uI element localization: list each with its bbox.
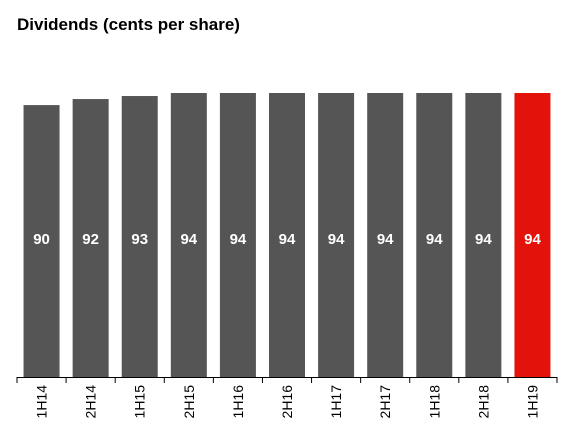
bar-2h18 xyxy=(465,93,502,377)
x-tick-label-1h17: 1H17 xyxy=(328,385,344,419)
bar-2h16 xyxy=(269,93,305,377)
bar-2h17 xyxy=(367,93,404,377)
data-label-1h17: 94 xyxy=(328,231,345,248)
x-tick-label-2h16: 2H16 xyxy=(279,385,295,419)
data-label-2h18: 94 xyxy=(475,231,492,248)
data-label-1h16: 94 xyxy=(230,231,247,248)
data-label-2h17: 94 xyxy=(377,231,394,248)
x-tick-label-2h15: 2H15 xyxy=(181,385,197,419)
bar-1h18 xyxy=(416,93,453,377)
bar-1h14 xyxy=(23,105,60,377)
x-tick-label-1h16: 1H16 xyxy=(230,385,246,419)
bar-2h15 xyxy=(170,93,207,377)
x-tick-label-2h17: 2H17 xyxy=(377,385,393,419)
bar-1h15 xyxy=(121,96,158,378)
data-labels-layer: 90 92 93 94 94 94 94 94 94 94 94 xyxy=(33,231,541,248)
bars-layer xyxy=(23,93,551,378)
data-label-2h14: 92 xyxy=(82,231,99,248)
data-label-1h14: 90 xyxy=(33,231,50,248)
data-label-2h15: 94 xyxy=(180,231,197,248)
data-label-1h18: 94 xyxy=(426,231,443,248)
bar-1h19 xyxy=(514,93,551,377)
data-label-2h16: 94 xyxy=(279,231,296,248)
x-tick-label-1h19: 1H19 xyxy=(524,385,540,419)
chart-title: Dividends (cents per share) xyxy=(17,15,240,34)
x-tick-label-1h18: 1H18 xyxy=(426,385,442,419)
x-tick-label-2h14: 2H14 xyxy=(83,385,99,419)
x-ticks-layer xyxy=(16,377,558,383)
x-tick-labels-layer: 1H14 2H14 1H15 2H15 1H16 2H16 1H17 2H17 1H18 2H18… xyxy=(34,385,541,419)
bar-2h14 xyxy=(72,99,109,378)
bar-1h17 xyxy=(318,93,355,377)
x-tick-label-1h15: 1H15 xyxy=(132,385,148,419)
x-tick-label-1h14: 1H14 xyxy=(34,385,50,419)
x-tick-label-2h18: 2H18 xyxy=(475,385,491,419)
data-label-1h19: 94 xyxy=(524,231,541,248)
data-label-1h15: 93 xyxy=(131,231,148,248)
bar-1h16 xyxy=(219,93,256,377)
